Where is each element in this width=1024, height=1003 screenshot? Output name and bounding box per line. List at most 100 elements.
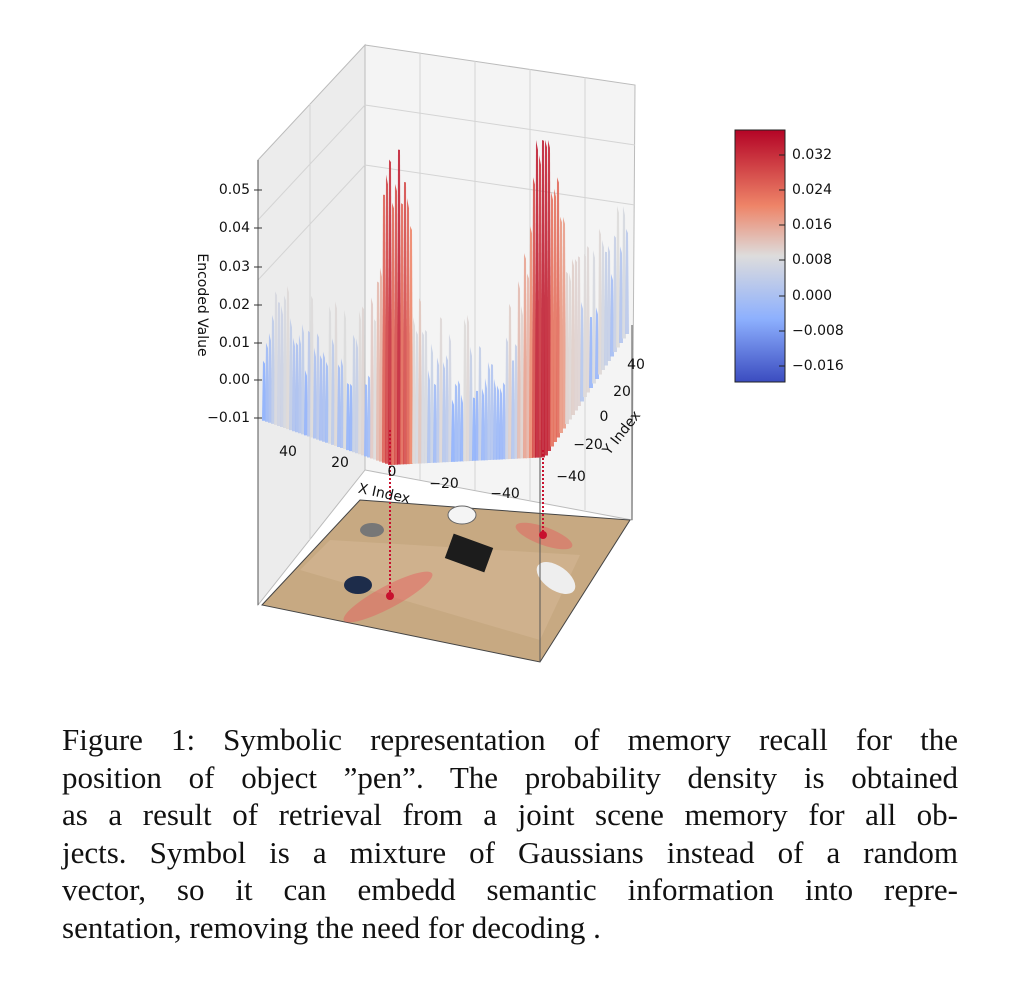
surface-strip [523,253,527,459]
colorbar-tick-label: 0.032 [792,147,832,163]
surface-strip [382,194,386,463]
surface-strip [319,355,323,441]
surface-strip [544,140,548,456]
surface-strip [619,246,623,343]
caption-line: jects. Symbol is a mixture of Gaussians … [62,834,958,870]
surface-strip [625,228,629,334]
surface-strip [481,388,485,461]
surface-strip [430,343,434,463]
surface-strip [496,385,500,460]
surface-strip [391,202,395,465]
surface-strip [409,225,413,464]
surface-strip [346,382,350,451]
surface-strip [433,383,437,463]
caption-line: Figure 1: Symbolic representation of mem… [62,722,958,757]
colorbar-tick-label: 0.008 [792,252,832,268]
surface-strip [355,338,359,454]
surface-strip [532,177,536,458]
pointer-dot [539,531,547,539]
surface-strip [310,295,314,438]
surface-strip [313,347,317,439]
surface-strip [277,302,281,426]
grid-line [257,164,366,281]
surface-strip [616,206,620,348]
surface-strip [424,329,428,464]
surface-strip [580,301,584,402]
caption-line: position of object ”pen”. The probabilit… [62,759,958,795]
surface-strip [520,305,524,459]
surface-strip [289,318,293,431]
z-tick-label: 0.03 [219,259,250,275]
surface-strip [322,351,326,442]
surface-strip [361,306,365,456]
surface-strip [487,361,491,461]
surface-strip [592,250,596,384]
grid-line [364,164,636,206]
surface-strip [499,387,503,460]
surface-strip [529,226,533,458]
surface-strip [301,324,305,435]
surface-strip [394,183,398,465]
caption-line: sentation, removing the need for decodin… [62,909,601,945]
colorbar [734,129,786,383]
surface-strip [517,281,521,459]
surface-strip [364,384,368,457]
surface-strip [343,310,347,450]
surface-strip [595,307,599,379]
surface [262,140,629,466]
surface-strip [457,380,461,462]
surface-strip [274,291,278,425]
surface-strip [574,259,578,411]
surface-strip [478,346,482,461]
surface-strip [340,358,344,448]
z-tick-label: 0.02 [219,297,250,313]
figure: Encoded Value X Index Y Index 0.050.040.… [194,43,844,663]
panel-grid [257,53,636,540]
surface-strip [475,390,479,461]
surface-strip [514,344,518,459]
x-tick-label: −20 [429,476,459,492]
surface-strip [349,383,353,452]
surface-strip [442,362,446,463]
surface-strip [538,155,542,458]
box-edges [257,160,633,662]
surface-strip [445,355,449,463]
z-axis-label: Encoded Value [194,253,210,356]
photo-light [300,540,580,640]
surface-strip [460,394,464,462]
surface-strip [589,316,593,388]
colorbar-tick-label: 0.016 [792,217,832,233]
surface-strip [547,140,551,451]
surface-strip [565,271,569,424]
surface-strip [271,314,275,424]
photo-wallet [444,533,494,573]
surface-strip [328,306,332,444]
surface-strip [469,346,473,461]
surface-strip [268,333,272,423]
surface-strip [304,370,308,436]
surface-strip [397,149,401,465]
y-tick-label: 40 [627,357,645,373]
surface-strip [262,360,266,421]
surface-strip [448,333,452,462]
surface-strip [493,378,497,460]
surface-strip [484,378,488,461]
surface-strip [295,342,299,433]
surface-strip [553,188,557,442]
surface-strip [298,334,302,434]
surface-strip [601,240,605,370]
y-tick-label: 20 [613,384,631,400]
surface-strip [292,337,296,432]
surface-strip [400,203,404,465]
surface-strip [454,383,458,462]
surface-strip [370,297,374,459]
surface-strip [388,159,392,466]
x-tick-label: 0 [388,464,397,480]
surface-strip [511,360,515,459]
surface-strip [490,364,494,460]
colorbar-tick-label: −0.008 [792,323,844,339]
z-tick-label: 0.05 [219,182,250,198]
surface-strip [331,338,335,445]
surface-strip [571,258,575,415]
x-tick-label: −40 [490,486,520,502]
